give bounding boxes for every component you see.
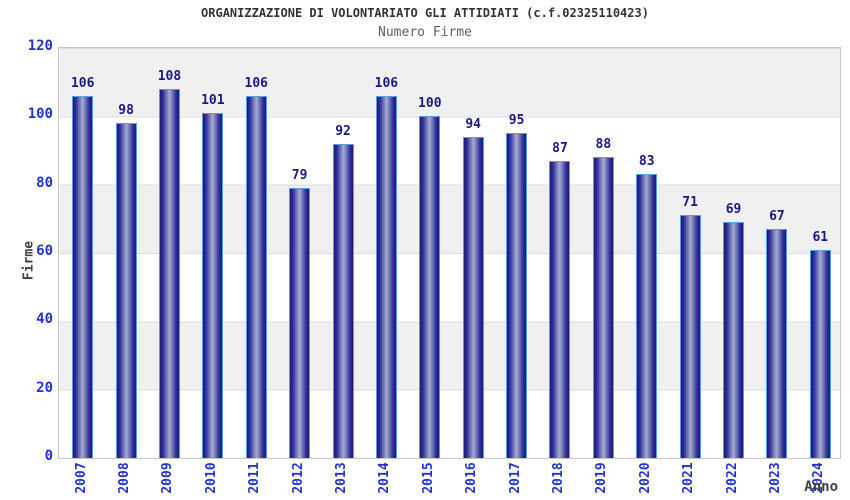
y-tick-label: 20: [36, 379, 53, 396]
bar-value-label: 108: [157, 69, 182, 84]
x-tick-label-2015: 2015: [420, 462, 436, 494]
bar-2013: [332, 144, 354, 458]
bar-2016: [462, 137, 484, 458]
y-tick-label: 120: [27, 38, 53, 54]
plot-area: 106 98 108 101 106 79 92 106 100 94 95 87 88 83 71 69 67…: [58, 47, 841, 459]
bar-value-label: 79: [291, 168, 308, 183]
bar-2007: [72, 96, 94, 458]
bar-value-label: 98: [118, 103, 134, 118]
x-tick-label-2011: 2011: [247, 462, 263, 494]
bar-value-label: 106: [374, 76, 399, 91]
bar-value-label: 61: [812, 230, 829, 245]
y-tick-label: 0: [44, 448, 53, 464]
chart-title: ORGANIZZAZIONE DI VOLONTARIATO GLI ATTID…: [201, 6, 649, 20]
x-tick-label-2010: 2010: [203, 462, 219, 494]
x-tick-label-2023: 2023: [767, 462, 783, 494]
x-tick-label-2009: 2009: [160, 462, 176, 494]
x-tick-label-2007: 2007: [73, 462, 89, 494]
y-tick-label: 100: [27, 106, 53, 123]
y-tick-label: 80: [36, 174, 53, 191]
bar-2010: [202, 113, 224, 458]
bar-value-label: 100: [418, 96, 442, 111]
x-tick-label-2018: 2018: [550, 462, 566, 494]
bar-value-label: 88: [595, 137, 612, 152]
y-tick-label: 40: [36, 311, 53, 328]
bar-2018: [549, 161, 571, 458]
x-tick-label-2013: 2013: [334, 462, 350, 494]
x-tick-label-2017: 2017: [507, 462, 523, 494]
bar-2020: [636, 174, 658, 458]
bar-2019: [592, 157, 614, 458]
x-tick-label-2020: 2020: [637, 462, 653, 494]
x-tick-label-2016: 2016: [464, 462, 480, 494]
bar-2009: [158, 89, 180, 458]
bar-2024: [809, 250, 831, 458]
bar-value-label: 67: [769, 209, 785, 224]
bar-2014: [375, 96, 397, 458]
x-tick-label-2008: 2008: [117, 462, 133, 494]
bar-value-label: 69: [725, 202, 742, 217]
bar-2017: [506, 133, 528, 458]
bar-value-label: 95: [508, 113, 525, 128]
y-axis-title: Firme: [21, 240, 37, 281]
bar-2015: [419, 116, 441, 458]
bar-2023: [766, 229, 788, 458]
x-tick-label-2021: 2021: [681, 462, 697, 494]
bar-value-label: 106: [244, 76, 268, 91]
x-tick-label-2022: 2022: [724, 462, 740, 494]
bar-2011: [245, 96, 267, 458]
bar-value-label: 92: [335, 124, 351, 139]
bar-2021: [679, 215, 701, 458]
chart-subtitle: Numero Firme: [378, 25, 472, 40]
bar-2022: [723, 222, 745, 458]
bar-value-label: 83: [638, 154, 655, 169]
x-axis-title: Anno: [804, 479, 838, 495]
y-tick-label: 60: [36, 243, 53, 259]
bar-2008: [115, 123, 137, 458]
x-tick-label-2019: 2019: [594, 462, 610, 494]
bar-value-label: 87: [552, 141, 568, 156]
bar-2012: [289, 188, 311, 458]
bar-value-label: 106: [70, 76, 95, 91]
bar-value-label: 101: [201, 93, 225, 108]
bar-value-label: 94: [465, 117, 482, 132]
x-tick-label-2012: 2012: [290, 462, 306, 494]
x-tick-label-2014: 2014: [377, 462, 393, 494]
bar-value-label: 71: [682, 195, 698, 210]
